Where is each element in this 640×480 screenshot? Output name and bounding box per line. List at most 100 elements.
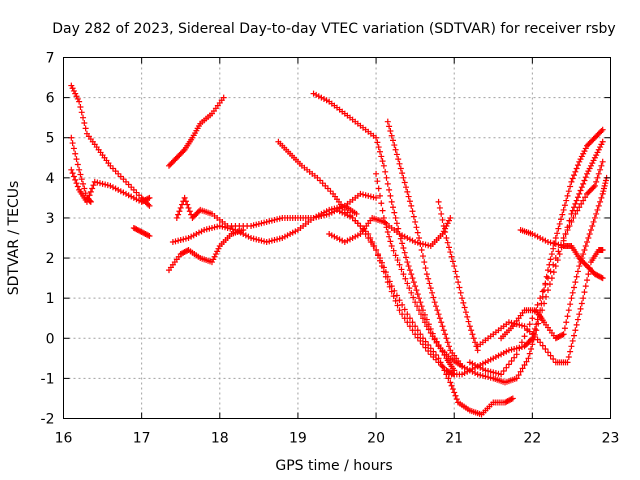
data-point-marker	[479, 372, 486, 379]
data-point-marker	[172, 156, 179, 163]
data-point-marker	[447, 249, 454, 256]
data-point-marker	[472, 339, 479, 346]
data-point-marker	[107, 182, 114, 189]
y-tick-label: 6	[46, 91, 55, 107]
data-point-marker	[320, 95, 327, 102]
data-point-marker	[459, 295, 466, 302]
data-point-marker	[263, 218, 270, 225]
data-point-marker	[468, 327, 475, 334]
data-point-marker	[382, 168, 389, 175]
data-point-marker	[507, 396, 514, 403]
data-point-marker	[396, 160, 403, 167]
data-point-marker	[591, 214, 598, 221]
data-point-marker	[556, 333, 563, 340]
data-point-marker	[572, 168, 579, 175]
data-point-marker	[194, 209, 201, 216]
data-point-marker	[437, 359, 444, 366]
data-point-marker	[580, 259, 587, 266]
data-point-marker	[362, 228, 369, 235]
data-point-marker	[211, 253, 218, 260]
data-point-marker	[392, 252, 399, 259]
data-point-marker	[568, 178, 575, 185]
data-point-marker	[232, 226, 239, 233]
data-point-marker	[581, 148, 588, 155]
series-track-17	[459, 138, 606, 386]
data-point-marker	[482, 359, 489, 366]
data-point-marker	[425, 326, 432, 333]
data-point-marker	[585, 271, 592, 278]
data-point-marker	[419, 241, 426, 248]
data-point-marker	[586, 140, 593, 147]
data-point-marker	[180, 249, 187, 256]
data-point-marker	[327, 188, 334, 195]
data-point-marker	[384, 273, 391, 280]
data-point-marker	[408, 289, 415, 296]
data-point-marker	[281, 233, 288, 240]
data-point-marker	[477, 364, 484, 371]
series-track-18	[466, 158, 606, 378]
data-point-marker	[399, 301, 406, 308]
data-point-marker	[390, 204, 397, 211]
data-point-marker	[384, 118, 391, 125]
y-tick-label: 7	[46, 51, 55, 67]
data-point-marker	[181, 249, 188, 256]
data-point-marker	[562, 230, 569, 237]
data-point-marker	[580, 295, 587, 302]
data-point-marker	[556, 251, 563, 258]
data-point-marker	[539, 288, 546, 295]
data-point-marker	[404, 280, 411, 287]
data-point-marker	[146, 202, 153, 209]
data-point-marker	[130, 194, 137, 201]
data-point-marker	[531, 325, 538, 332]
data-point-marker	[464, 366, 471, 373]
data-point-marker	[253, 236, 260, 243]
data-point-marker	[526, 350, 533, 357]
data-point-marker	[444, 339, 451, 346]
axis-ticks	[63, 57, 611, 419]
data-point-marker	[560, 331, 567, 338]
data-point-marker	[555, 333, 562, 340]
data-point-marker	[128, 193, 135, 200]
data-point-marker	[386, 123, 393, 130]
data-point-marker	[440, 228, 447, 235]
data-point-marker	[334, 206, 340, 213]
y-tick-label: 5	[46, 131, 55, 147]
data-point-marker	[404, 188, 411, 195]
data-point-marker	[134, 226, 141, 233]
data-point-marker	[182, 235, 189, 242]
data-point-marker	[443, 335, 450, 342]
data-point-marker	[446, 244, 453, 251]
data-point-marker	[585, 264, 592, 271]
data-point-marker	[563, 197, 570, 204]
data-point-marker	[189, 214, 196, 221]
data-point-marker	[417, 240, 424, 247]
data-point-marker	[388, 283, 395, 290]
data-point-marker	[431, 336, 438, 343]
data-point-marker	[409, 319, 416, 326]
data-point-marker	[550, 240, 557, 247]
data-point-marker	[326, 206, 333, 213]
data-point-marker	[492, 353, 499, 360]
data-point-marker	[404, 319, 411, 326]
data-point-marker	[376, 148, 383, 155]
data-point-marker	[387, 128, 394, 135]
data-point-marker	[599, 275, 606, 282]
data-point-marker	[573, 321, 580, 328]
data-point-marker	[224, 224, 231, 231]
data-point-marker	[221, 224, 228, 231]
data-point-marker	[427, 345, 434, 352]
data-point-marker	[133, 196, 140, 203]
data-point-marker	[523, 358, 530, 365]
data-point-marker	[566, 222, 573, 229]
data-point-marker	[313, 213, 320, 220]
data-point-marker	[521, 362, 528, 369]
data-point-marker	[175, 211, 182, 218]
data-point-marker	[212, 251, 219, 258]
data-point-marker	[430, 294, 437, 301]
data-point-marker	[396, 230, 403, 237]
data-point-marker	[320, 209, 327, 216]
data-point-marker	[599, 190, 606, 197]
data-point-marker	[168, 160, 175, 167]
data-point-marker	[576, 204, 583, 211]
data-point-marker	[387, 192, 394, 199]
